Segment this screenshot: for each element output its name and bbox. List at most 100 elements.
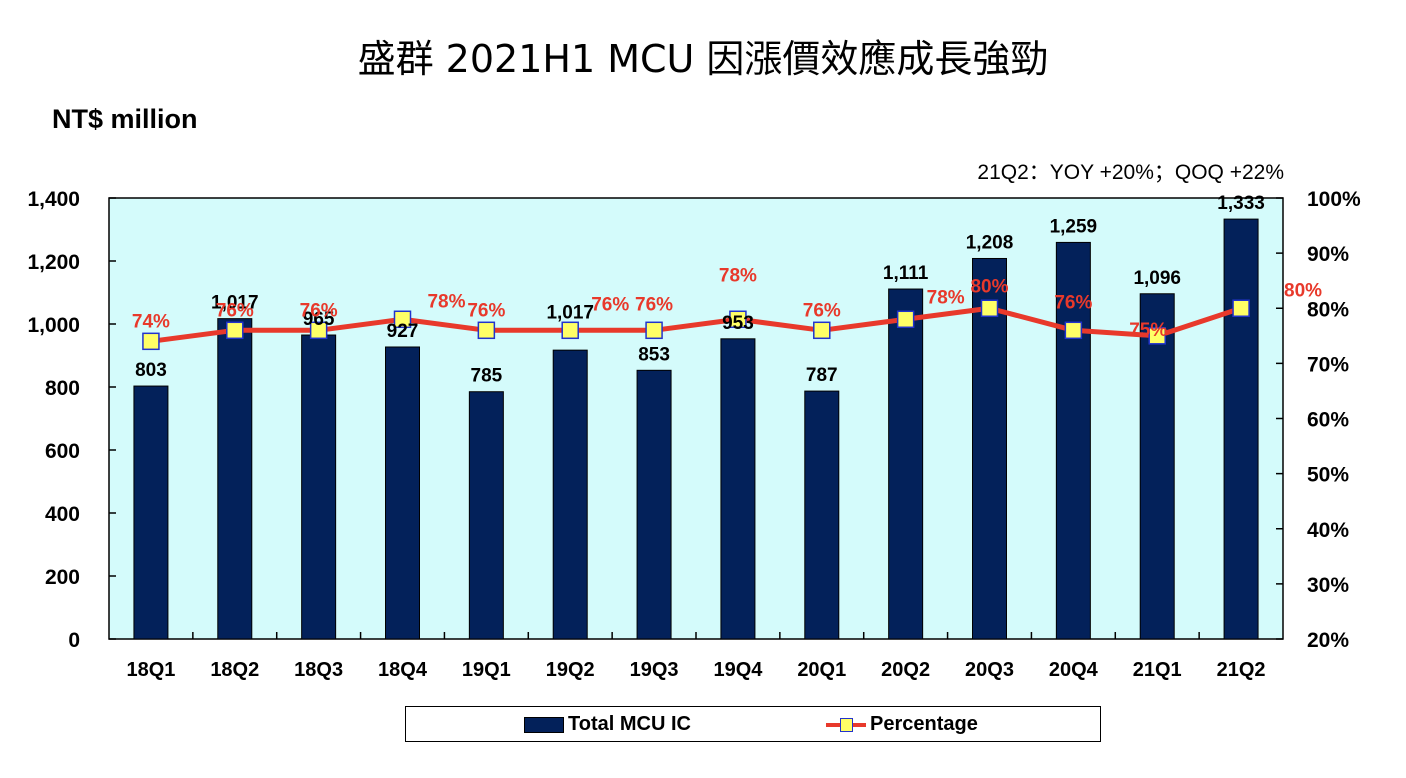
legend-label: Percentage <box>870 713 978 735</box>
percentage-marker-18q2 <box>226 321 244 340</box>
x-tick-label: 18Q1 <box>126 659 175 681</box>
bar-18q3 <box>301 334 337 640</box>
bar-value-label: 787 <box>806 365 838 386</box>
legend-line-swatch <box>826 717 866 732</box>
legend-item-percentage: Percentage <box>826 713 978 736</box>
x-tick-label: 20Q4 <box>1049 659 1099 681</box>
legend-item-total-mcu-ic: Total MCU IC <box>524 713 691 736</box>
right-tick-label: 30% <box>1307 574 1349 597</box>
right-tick-label: 20% <box>1307 629 1349 652</box>
x-tick-label: 21Q1 <box>1133 659 1182 681</box>
bar-20q3 <box>972 257 1007 640</box>
percentage-marker-19q2 <box>561 321 579 340</box>
percentage-marker-20q3 <box>980 299 999 317</box>
bar-value-label: 965 <box>303 309 335 330</box>
percentage-value-label: 80% <box>970 276 1008 297</box>
x-tick-label: 20Q3 <box>965 659 1014 681</box>
bar-value-label: 803 <box>135 360 167 381</box>
chart-title: 盛群 2021H1 MCU 因漲價效應成長強勁 <box>357 37 1049 81</box>
percentage-value-label: 76% <box>467 300 505 321</box>
percentage-marker-21q1 <box>1148 327 1166 345</box>
left-tick-label: 200 <box>45 566 80 589</box>
x-tick-label: 19Q1 <box>462 659 511 681</box>
x-tick-label: 20Q2 <box>881 659 930 681</box>
bar-18q4 <box>385 346 420 640</box>
bar-19q1 <box>468 391 504 640</box>
bar-18q2 <box>217 318 253 640</box>
percentage-value-label: 78% <box>719 265 757 286</box>
bar-20q1 <box>804 390 840 640</box>
right-tick-label: 70% <box>1307 353 1349 376</box>
percentage-marker-19q3 <box>645 321 663 340</box>
right-tick-label: 100% <box>1307 188 1361 211</box>
right-tick-label: 40% <box>1307 519 1349 542</box>
percentage-value-label: 76% <box>591 294 629 315</box>
x-tick-label: 18Q2 <box>210 659 259 681</box>
bar-20q2 <box>888 288 924 640</box>
legend-bar-swatch <box>524 716 564 733</box>
right-tick-label: 60% <box>1307 409 1349 432</box>
percentage-value-label: 76% <box>635 294 673 315</box>
legend-label: Total MCU IC <box>568 713 691 735</box>
left-tick-label: 1,200 <box>27 251 80 274</box>
bar-value-label: 1,208 <box>966 232 1014 253</box>
right-tick-label: 80% <box>1307 298 1349 321</box>
left-tick-label: 1,400 <box>27 188 80 211</box>
bar-21q1 <box>1139 293 1175 640</box>
percentage-line <box>150 305 1242 344</box>
bar-value-label: 1,017 <box>546 303 594 324</box>
percentage-marker-21q2 <box>1232 299 1250 317</box>
left-tick-label: 800 <box>45 377 80 400</box>
left-tick-label: 1,000 <box>27 314 80 337</box>
bar-value-label: 1,017 <box>211 293 259 314</box>
percentage-marker-20q2 <box>896 310 915 329</box>
left-tick-label: 400 <box>45 503 80 526</box>
bar-value-label: 953 <box>722 313 754 334</box>
bar-value-label: 1,096 <box>1133 268 1181 289</box>
percentage-marker-20q4 <box>1064 321 1083 340</box>
percentage-marker-18q1 <box>142 332 160 351</box>
bar-19q3 <box>636 369 672 640</box>
yoy-qoq-annotation: 21Q2：YOY +20%；QOQ +22% <box>977 161 1284 184</box>
right-tick-label: 50% <box>1307 464 1349 487</box>
bar-18q1 <box>133 385 169 640</box>
bar-value-label: 1,259 <box>1050 216 1098 237</box>
left-tick-label: 0 <box>68 629 80 652</box>
percentage-marker-18q4 <box>393 310 412 329</box>
plot-area <box>108 197 1284 640</box>
bar-20q4 <box>1055 241 1091 640</box>
x-tick-label: 19Q3 <box>630 659 679 681</box>
x-tick-label: 20Q1 <box>797 659 846 681</box>
percentage-value-label: 80% <box>1284 280 1322 301</box>
right-tick-label: 90% <box>1307 243 1349 266</box>
bar-value-label: 927 <box>387 321 419 342</box>
x-tick-label: 18Q4 <box>378 659 428 681</box>
bar-19q4 <box>720 338 756 640</box>
percentage-marker-20q1 <box>813 321 831 340</box>
bar-21q2 <box>1223 218 1259 640</box>
left-tick-label: 600 <box>45 440 80 463</box>
x-tick-label: 21Q2 <box>1217 659 1266 681</box>
x-tick-label: 18Q3 <box>294 659 343 681</box>
legend: Total MCU IC Percentage <box>405 706 1101 742</box>
bar-value-label: 1,333 <box>1217 193 1265 214</box>
percentage-marker-19q4 <box>729 310 747 329</box>
bar-value-label: 1,111 <box>883 263 929 284</box>
percentage-value-label: 78% <box>927 287 965 308</box>
percentage-value-label: 76% <box>803 300 841 321</box>
bar-value-label: 853 <box>638 344 670 365</box>
percentage-value-label: 74% <box>132 311 170 332</box>
percentage-value-label: 76% <box>216 300 254 321</box>
percentage-marker-18q3 <box>309 321 328 340</box>
percentage-value-label: 75% <box>1129 320 1167 341</box>
percentage-value-label: 78% <box>427 291 465 312</box>
y-axis-unit-label: NT$ million <box>52 104 198 134</box>
percentage-marker-19q1 <box>477 321 496 340</box>
percentage-value-label: 76% <box>300 300 338 321</box>
x-tick-label: 19Q2 <box>546 659 595 681</box>
x-tick-label: 19Q4 <box>713 659 763 681</box>
percentage-value-label: 76% <box>1054 292 1092 313</box>
bar-value-label: 785 <box>471 366 503 387</box>
bar-19q2 <box>552 349 588 640</box>
